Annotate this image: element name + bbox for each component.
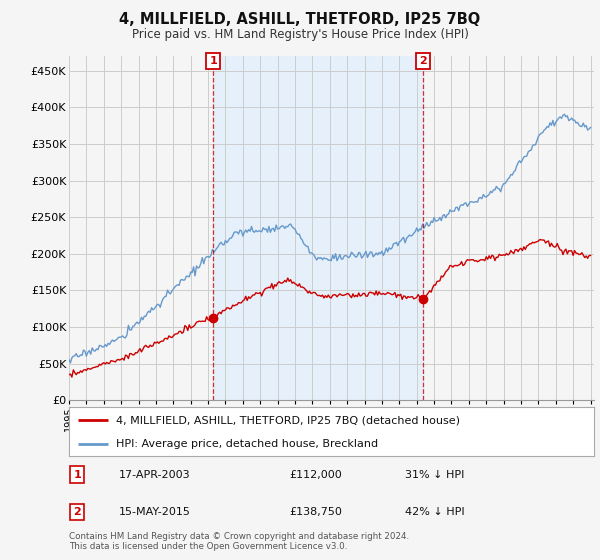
Text: 2: 2 bbox=[419, 56, 427, 66]
Text: 4, MILLFIELD, ASHILL, THETFORD, IP25 7BQ (detached house): 4, MILLFIELD, ASHILL, THETFORD, IP25 7BQ… bbox=[116, 416, 460, 426]
Bar bbox=[213, 56, 423, 400]
Text: Price paid vs. HM Land Registry's House Price Index (HPI): Price paid vs. HM Land Registry's House … bbox=[131, 28, 469, 41]
Text: 2: 2 bbox=[73, 507, 81, 517]
Text: 1: 1 bbox=[73, 470, 81, 479]
Text: 15-MAY-2015: 15-MAY-2015 bbox=[119, 507, 191, 517]
Text: £112,000: £112,000 bbox=[290, 470, 342, 479]
Text: 42% ↓ HPI: 42% ↓ HPI bbox=[405, 507, 464, 517]
Text: 17-APR-2003: 17-APR-2003 bbox=[119, 470, 191, 479]
Text: 1: 1 bbox=[209, 56, 217, 66]
Text: 31% ↓ HPI: 31% ↓ HPI bbox=[405, 470, 464, 479]
Text: 4, MILLFIELD, ASHILL, THETFORD, IP25 7BQ: 4, MILLFIELD, ASHILL, THETFORD, IP25 7BQ bbox=[119, 12, 481, 27]
Text: HPI: Average price, detached house, Breckland: HPI: Average price, detached house, Brec… bbox=[116, 439, 379, 449]
Text: Contains HM Land Registry data © Crown copyright and database right 2024.
This d: Contains HM Land Registry data © Crown c… bbox=[69, 532, 409, 552]
Text: £138,750: £138,750 bbox=[290, 507, 343, 517]
